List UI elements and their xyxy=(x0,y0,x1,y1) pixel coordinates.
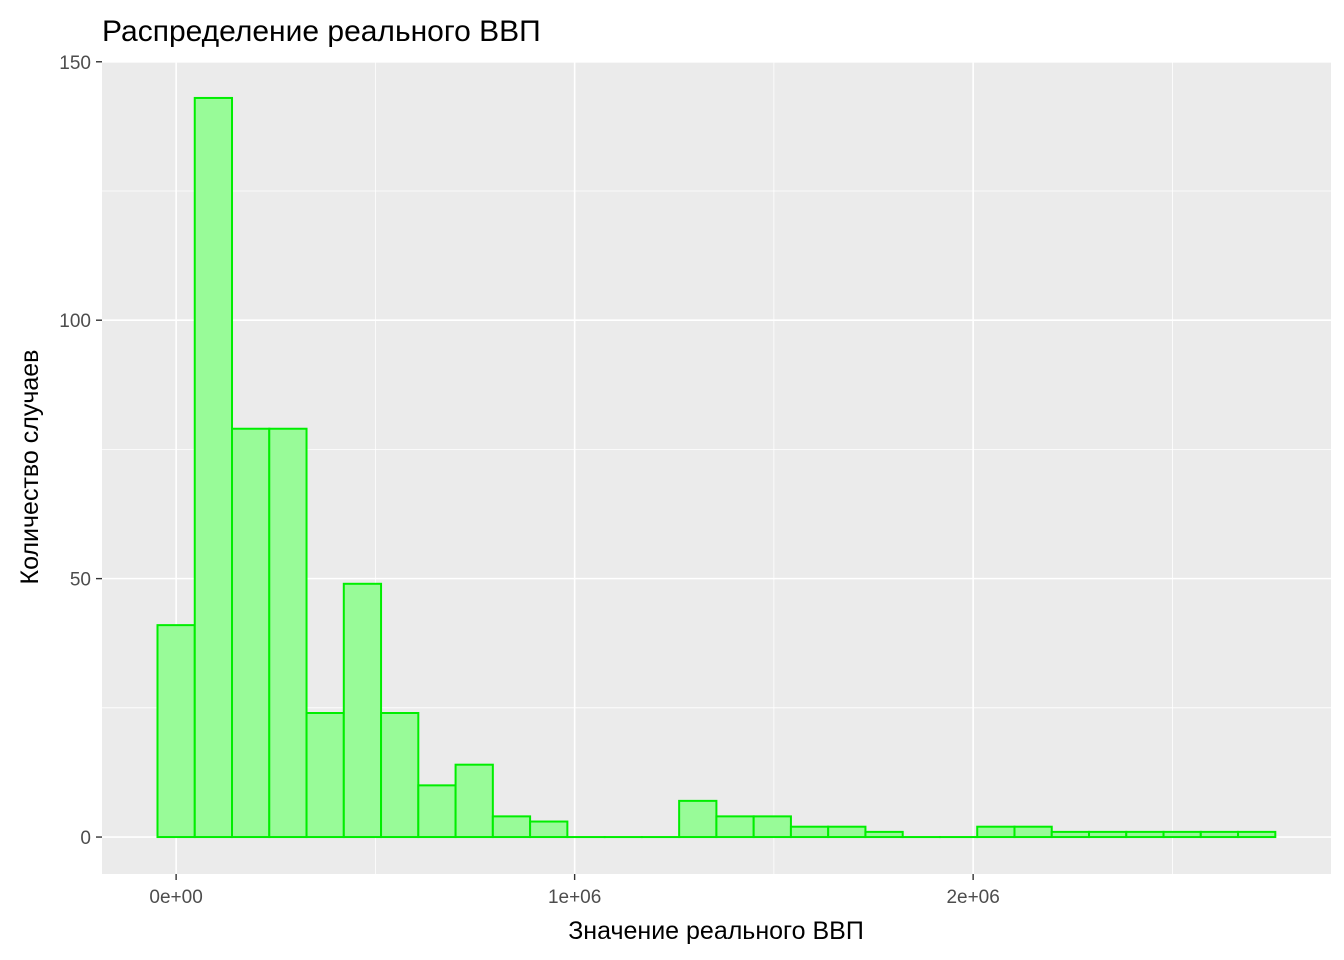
histogram-bar xyxy=(231,427,271,839)
histogram-bar xyxy=(491,815,532,839)
y-axis-title: Количество случаев xyxy=(16,350,44,585)
histogram-bar xyxy=(976,825,1016,839)
histogram-bar xyxy=(827,825,867,839)
y-tick-label: 0 xyxy=(80,828,91,849)
histogram-bar xyxy=(342,582,383,839)
histogram-bar xyxy=(454,763,494,839)
histogram-bar xyxy=(1050,830,1091,839)
histogram-bar xyxy=(1088,830,1128,839)
x-tick-label: 1e+06 xyxy=(548,887,601,908)
x-tick-label: 2e+06 xyxy=(946,887,999,908)
histogram-bar xyxy=(1237,830,1277,839)
histogram-bar xyxy=(1125,830,1165,839)
histogram-bar xyxy=(529,820,569,839)
histogram-bars xyxy=(156,96,1277,839)
histogram-bar xyxy=(417,784,457,839)
x-axis-title: Значение реального ВВП xyxy=(568,917,864,945)
y-axis: 0 50 100 150 xyxy=(59,53,102,849)
histogram-bar xyxy=(678,799,718,839)
y-tick-label: 150 xyxy=(59,53,91,74)
histogram-bar xyxy=(1162,830,1202,839)
histogram-bar xyxy=(752,815,792,839)
histogram-bar xyxy=(1199,830,1240,839)
histogram-bar xyxy=(380,712,420,839)
histogram-bar xyxy=(789,825,830,839)
histogram-bar xyxy=(715,815,755,839)
x-axis: 0e+00 1e+06 2e+06 xyxy=(149,874,1000,908)
histogram-bar xyxy=(268,427,308,839)
x-tick-label: 0e+00 xyxy=(149,887,202,908)
histogram-bar xyxy=(193,96,234,839)
chart-title: Распределение реального ВВП xyxy=(102,15,541,48)
y-tick-label: 100 xyxy=(59,311,91,332)
y-tick-label: 50 xyxy=(70,570,91,591)
histogram-bar xyxy=(305,712,345,839)
histogram-bar xyxy=(864,830,904,839)
histogram-bar xyxy=(1013,825,1053,839)
histogram-bar xyxy=(156,624,196,839)
